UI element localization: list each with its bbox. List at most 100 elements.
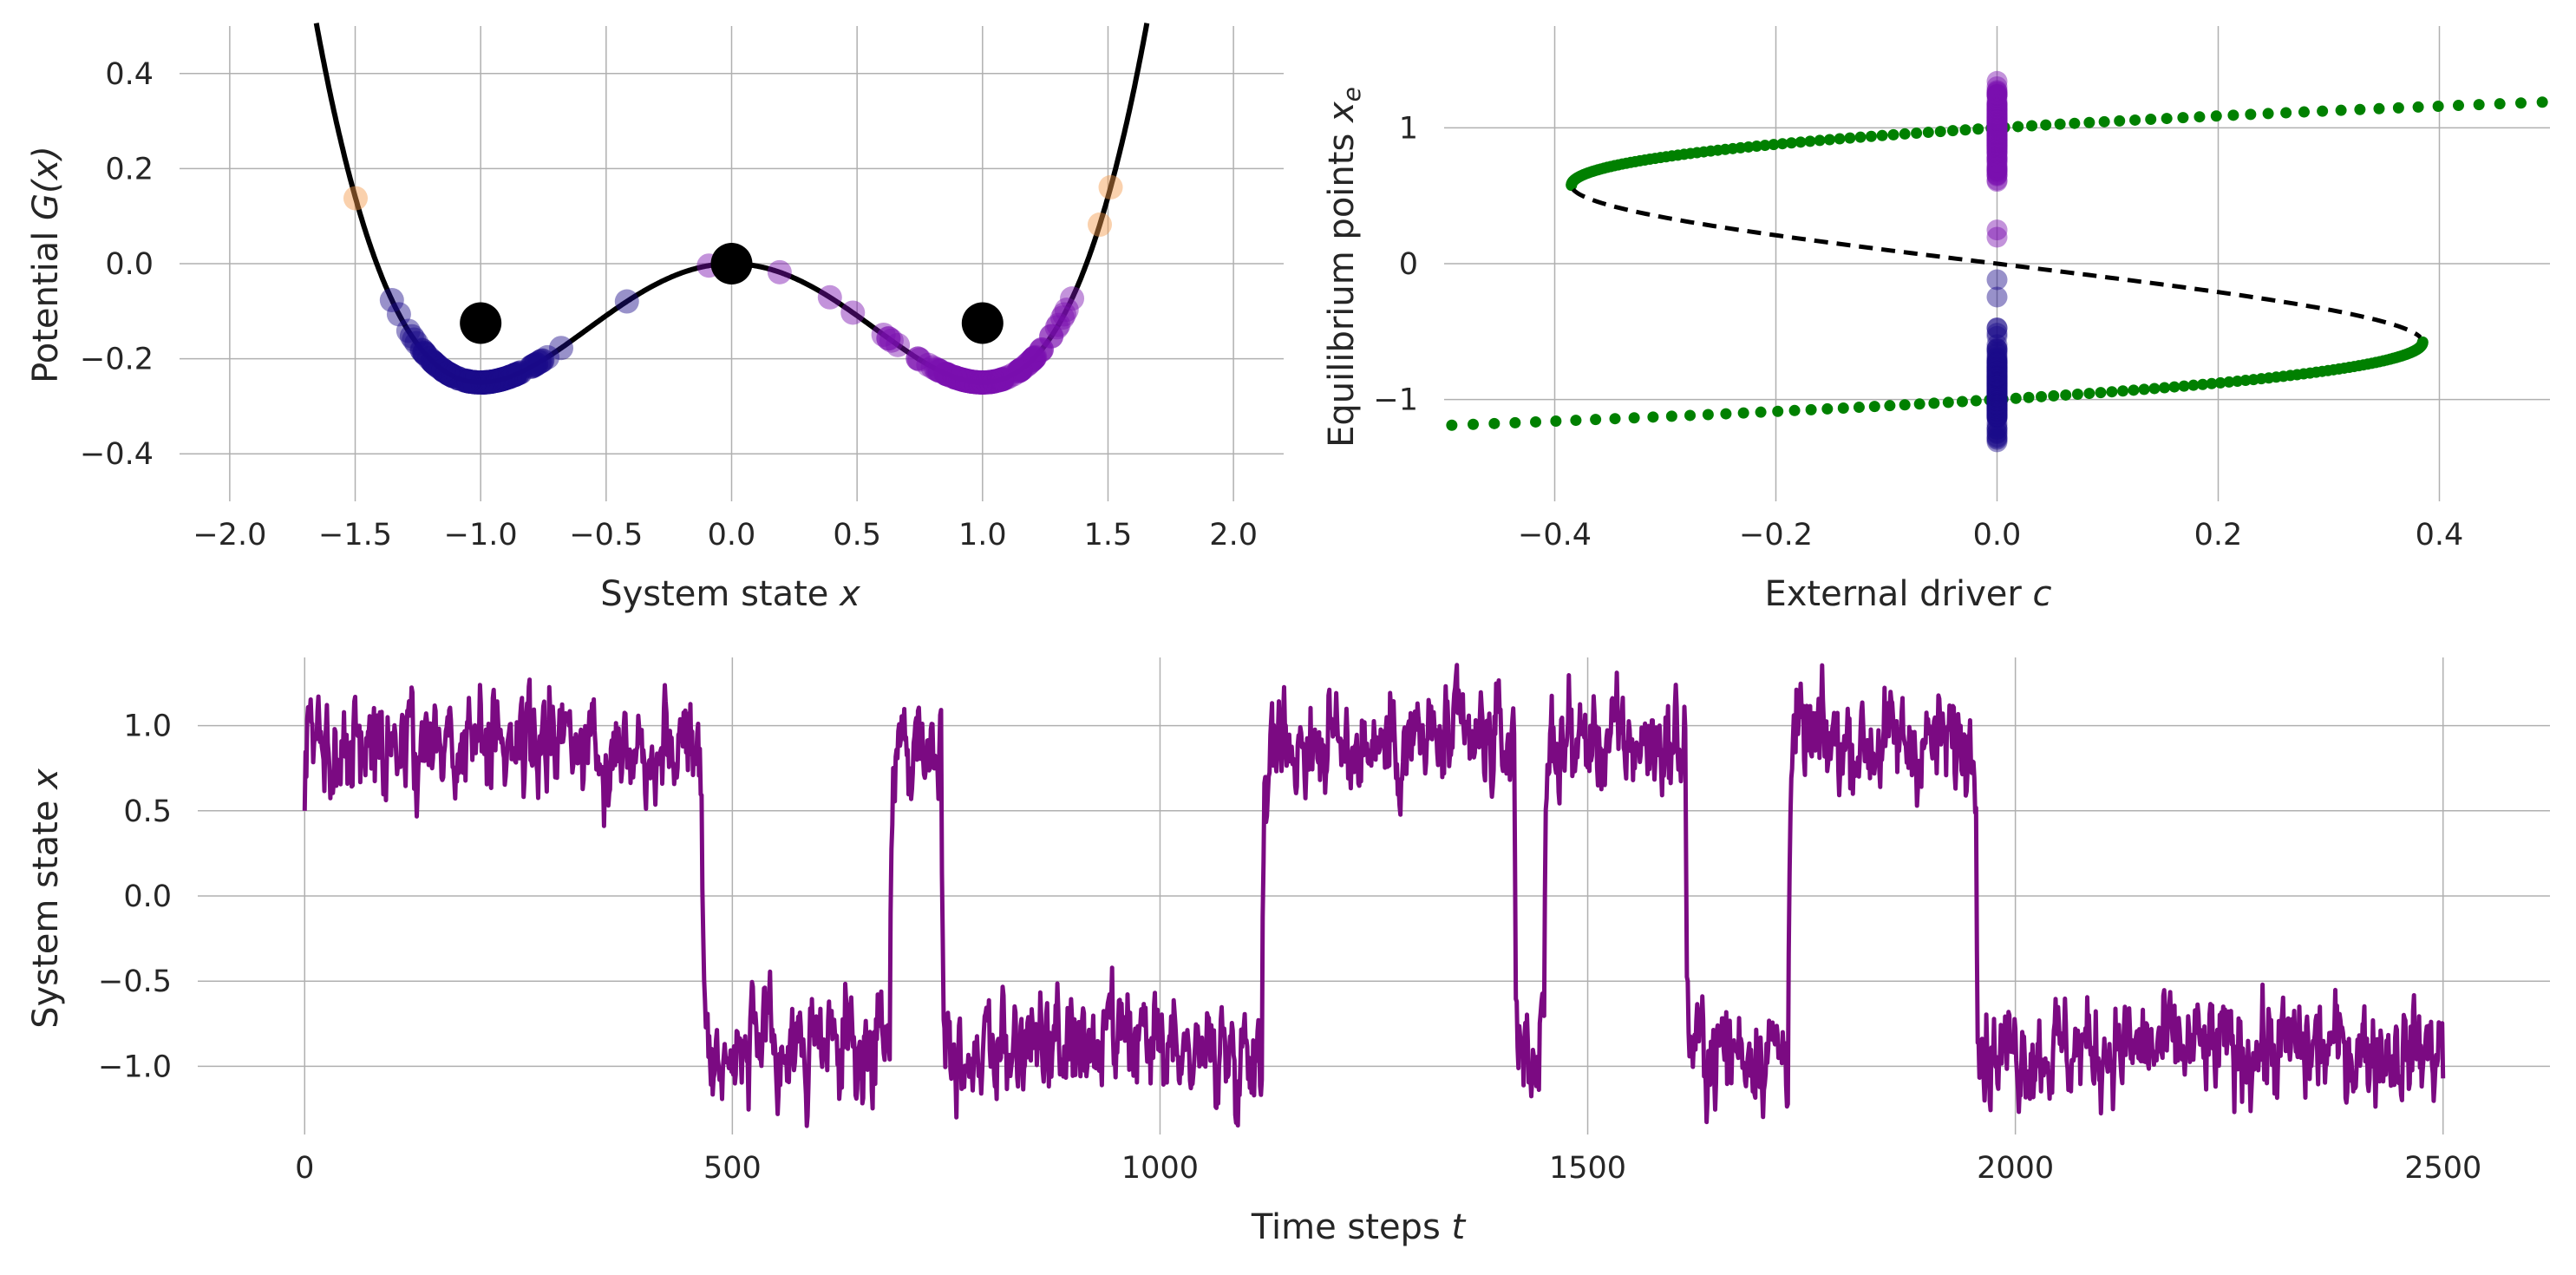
state-sample-point — [1986, 355, 2008, 376]
state-sample-point — [971, 369, 996, 395]
state-sample-point — [1008, 357, 1033, 382]
state-sample-point — [484, 368, 509, 393]
state-sample-point — [959, 369, 984, 395]
stable-equilibrium-point — [1876, 129, 1888, 141]
stable-equilibrium-point — [1488, 417, 1500, 429]
x-tick-label: 2.0 — [1209, 518, 1258, 552]
state-sample-point — [1986, 375, 2008, 396]
state-sample-point — [1986, 219, 2008, 241]
state-sample-point — [441, 363, 466, 389]
state-sample-point — [1986, 366, 2008, 388]
state-sample-point — [1986, 82, 2008, 103]
state-sample-point — [470, 369, 495, 395]
stable-equilibrium-point — [1899, 128, 1911, 140]
state-sample-point — [1986, 392, 2008, 414]
state-sample-point — [1019, 348, 1044, 373]
state-sample-point — [457, 369, 482, 394]
state-sample-point — [456, 369, 481, 394]
state-sample-point — [424, 353, 449, 378]
state-sample-point — [1986, 117, 2008, 139]
state-sample-point — [1022, 345, 1047, 370]
stable-equilibrium-point — [1768, 139, 1780, 151]
state-sample-point — [1986, 392, 2008, 414]
state-sample-point — [1986, 134, 2008, 156]
stable-equilibrium-point — [1446, 419, 1458, 431]
state-sample-point — [1986, 131, 2008, 153]
stable-equilibrium-point — [2083, 388, 2095, 400]
state-sample-point — [1986, 382, 2008, 404]
state-sample-point — [1986, 385, 2008, 407]
state-sample-point — [1039, 324, 1064, 349]
state-sample-point — [497, 364, 522, 389]
state-sample-point — [1986, 98, 2008, 120]
state-sample-point — [502, 363, 527, 388]
state-sample-point — [1986, 118, 2008, 140]
stable-equilibrium-point — [2012, 121, 2024, 133]
potential-panel: −2.0 −1.5 −1.0 −0.5 0.0 0.5 1.0 1.5 2.0 −0.4 −0.2… — [26, 23, 1284, 614]
state-sample-point — [1986, 84, 2008, 106]
state-sample-point — [1986, 376, 2008, 397]
state-sample-point — [1986, 402, 2008, 424]
state-sample-point — [478, 369, 503, 395]
stable-equilibrium-point — [2452, 100, 2464, 112]
state-sample-point — [886, 332, 911, 357]
state-sample-point — [1986, 94, 2008, 115]
state-sample-point — [1986, 389, 2008, 411]
state-sample-point — [906, 346, 931, 371]
stable-equilibrium-point — [1702, 409, 1714, 421]
stable-equilibrium-point — [1755, 406, 1767, 418]
stable-equilibrium-point — [1609, 413, 1621, 425]
state-sample-point — [1986, 121, 2008, 142]
state-sample-point — [1986, 351, 2008, 373]
state-sample-point — [1986, 390, 2008, 412]
state-sample-point — [1986, 380, 2008, 402]
state-sample-point — [475, 369, 500, 395]
stable-equilibrium-point — [1884, 400, 1896, 412]
state-sample-point — [991, 366, 1016, 391]
stable-equilibrium-point — [2245, 108, 2257, 121]
state-sample-point — [964, 369, 989, 395]
state-sample-point — [951, 368, 976, 393]
state-sample-point — [493, 366, 518, 391]
state-sample-point — [421, 350, 446, 375]
state-sample-point — [1986, 109, 2008, 131]
state-sample-point — [1986, 382, 2008, 403]
state-sample-point — [1986, 371, 2008, 393]
state-sample-point — [1986, 403, 2008, 425]
state-sample-point — [520, 353, 546, 378]
stable-equilibrium-point — [1684, 409, 1697, 422]
state-sample-point — [943, 365, 968, 390]
state-sample-point — [1986, 426, 2008, 448]
state-sample-point — [876, 326, 901, 351]
state-sample-point — [1986, 366, 2008, 388]
stable-equilibrium-point — [1946, 125, 1958, 137]
state-sample-point — [1986, 361, 2008, 382]
state-sample-point — [1986, 365, 2008, 387]
potential-equilibria — [460, 243, 1004, 344]
state-sample-point — [435, 361, 460, 386]
state-sample-point — [1986, 269, 2008, 291]
state-sample-point — [1986, 383, 2008, 405]
state-sample-point — [1986, 132, 2008, 154]
state-sample-point — [1986, 92, 2008, 114]
state-sample-point — [1986, 386, 2008, 408]
stable-equilibrium-point — [2232, 375, 2244, 387]
state-sample-point — [1986, 367, 2008, 389]
stable-equilibrium-point — [2197, 378, 2209, 390]
state-sample-point — [1986, 373, 2008, 395]
y-tick-label: 0 — [1399, 247, 1418, 282]
state-sample-point — [471, 369, 496, 395]
state-sample-point — [964, 369, 989, 395]
stable-equilibrium-point — [2036, 390, 2048, 402]
stable-equilibrium-point — [1814, 134, 1826, 147]
state-sample-point — [1028, 338, 1053, 363]
stable-equilibrium-point — [2177, 112, 2189, 124]
state-sample-point — [1986, 111, 2008, 133]
state-sample-point — [1986, 317, 2008, 339]
state-sample-point — [1051, 302, 1076, 327]
state-sample-point — [477, 369, 502, 395]
state-sample-point — [431, 358, 456, 383]
y-tick-label: 0.2 — [105, 152, 154, 186]
stable-equilibrium-point — [1972, 123, 1984, 135]
state-sample-point — [520, 354, 545, 379]
